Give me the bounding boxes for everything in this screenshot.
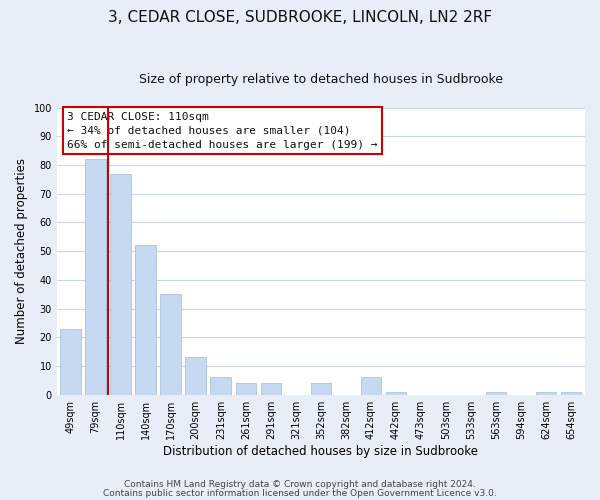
Bar [386, 392, 406, 394]
Bar [361, 378, 381, 394]
Bar [311, 383, 331, 394]
Bar [561, 392, 581, 394]
Text: 3, CEDAR CLOSE, SUDBROOKE, LINCOLN, LN2 2RF: 3, CEDAR CLOSE, SUDBROOKE, LINCOLN, LN2 … [108, 10, 492, 25]
Text: Contains public sector information licensed under the Open Government Licence v3: Contains public sector information licen… [103, 490, 497, 498]
X-axis label: Distribution of detached houses by size in Sudbrooke: Distribution of detached houses by size … [163, 444, 478, 458]
Bar [185, 358, 206, 395]
Bar [486, 392, 506, 394]
Bar [160, 294, 181, 394]
Title: Size of property relative to detached houses in Sudbrooke: Size of property relative to detached ho… [139, 72, 503, 86]
Bar [260, 383, 281, 394]
Bar [236, 383, 256, 394]
Bar [85, 159, 106, 394]
Bar [60, 328, 81, 394]
Y-axis label: Number of detached properties: Number of detached properties [15, 158, 28, 344]
Bar [536, 392, 556, 394]
Bar [136, 246, 156, 394]
Text: Contains HM Land Registry data © Crown copyright and database right 2024.: Contains HM Land Registry data © Crown c… [124, 480, 476, 489]
Bar [211, 378, 231, 394]
Bar [110, 174, 131, 394]
Text: 3 CEDAR CLOSE: 110sqm
← 34% of detached houses are smaller (104)
66% of semi-det: 3 CEDAR CLOSE: 110sqm ← 34% of detached … [67, 112, 378, 150]
